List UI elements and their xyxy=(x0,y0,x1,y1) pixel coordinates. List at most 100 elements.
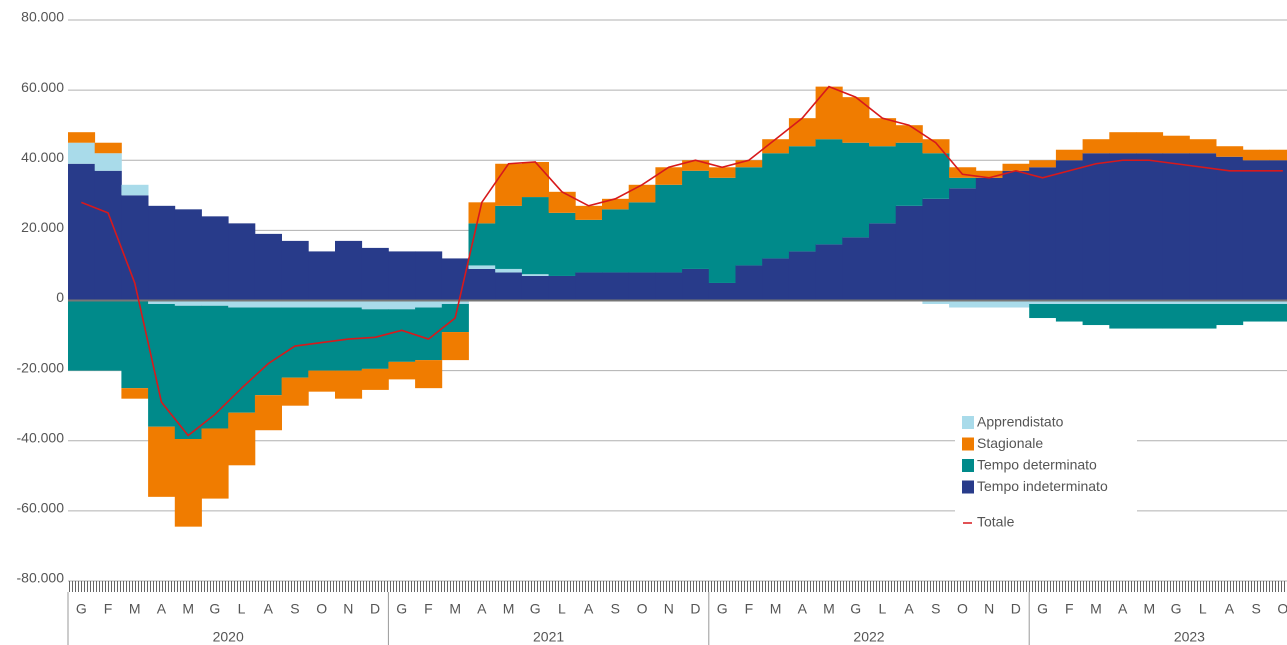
bar xyxy=(1055,160,1083,301)
bar xyxy=(1029,300,1057,305)
bar xyxy=(148,304,176,427)
bar xyxy=(361,309,389,369)
x-tick-label: O xyxy=(637,601,648,617)
legend: Apprendistato Stagionale Tempo determinato… xyxy=(955,412,1137,537)
bar xyxy=(68,163,96,301)
y-tick-label: -80.000 xyxy=(17,570,65,586)
bar xyxy=(1082,139,1110,154)
bar xyxy=(1162,304,1190,329)
x-tick-label: S xyxy=(1251,601,1260,617)
bar xyxy=(842,237,870,301)
bar xyxy=(308,370,336,392)
x-tick-label: M xyxy=(823,601,835,617)
x-tick-label: D xyxy=(370,601,380,617)
y-tick-label: -20.000 xyxy=(17,359,65,375)
bar xyxy=(575,219,603,273)
bar xyxy=(1189,153,1217,301)
bar xyxy=(495,163,523,206)
bar xyxy=(521,274,549,276)
bar xyxy=(1109,304,1137,329)
x-axis: -80.000 -60.000 -40.000 -20.000 0 20.000 40.00… xyxy=(17,9,1287,645)
x-tick-label: M xyxy=(449,601,461,617)
bar xyxy=(468,265,496,269)
legend-label: Totale xyxy=(977,514,1015,530)
bar xyxy=(94,142,122,154)
y-tick-label: 20.000 xyxy=(21,219,64,235)
bar xyxy=(708,177,736,283)
x-tick-label: L xyxy=(238,601,246,617)
bar xyxy=(94,300,122,371)
bar xyxy=(361,300,389,310)
bar xyxy=(281,377,309,406)
x-tick-label: G xyxy=(76,601,87,617)
bar xyxy=(1269,149,1287,161)
bar xyxy=(228,412,256,466)
bar xyxy=(388,309,416,362)
bar xyxy=(441,300,469,305)
bar xyxy=(735,167,763,266)
bar xyxy=(922,198,950,301)
bar xyxy=(1136,300,1164,305)
bar xyxy=(441,332,469,361)
bar xyxy=(521,162,549,198)
bar xyxy=(1055,149,1083,161)
bar xyxy=(68,300,96,371)
x-tick-label: G xyxy=(530,601,541,617)
bar xyxy=(1082,300,1110,305)
x-tick-label: S xyxy=(290,601,299,617)
x-tick-label: D xyxy=(690,601,700,617)
bar xyxy=(388,251,416,301)
bar xyxy=(922,300,950,305)
bar xyxy=(388,361,416,380)
y-tick-label: -60.000 xyxy=(17,500,65,516)
bar xyxy=(1136,304,1164,329)
x-tick-label: G xyxy=(396,601,407,617)
x-tick-label: S xyxy=(611,601,620,617)
y-tick-label: 80.000 xyxy=(21,9,64,25)
x-tick-label: O xyxy=(1277,601,1287,617)
bar xyxy=(174,438,202,527)
legend-swatch xyxy=(962,416,974,429)
y-tick-label: 60.000 xyxy=(21,79,64,95)
x-tick-label: A xyxy=(477,601,487,617)
bar xyxy=(335,300,363,308)
bar xyxy=(1242,149,1270,161)
bar xyxy=(1162,153,1190,301)
bar xyxy=(281,240,309,301)
legend-swatch xyxy=(962,459,974,472)
bar xyxy=(254,300,282,308)
bar xyxy=(895,125,923,143)
bar xyxy=(922,139,950,154)
bar xyxy=(762,153,790,259)
bar xyxy=(1189,304,1217,329)
x-tick-label: M xyxy=(1144,601,1156,617)
bar xyxy=(1109,132,1137,154)
x-tick-label: A xyxy=(264,601,274,617)
bar xyxy=(548,212,576,276)
bar xyxy=(1082,153,1110,301)
bar xyxy=(174,300,202,306)
bar xyxy=(628,202,656,273)
bar xyxy=(228,223,256,301)
x-tick-label: L xyxy=(558,601,566,617)
bar xyxy=(174,209,202,301)
x-tick-label: A xyxy=(1225,601,1235,617)
bars xyxy=(68,86,1287,527)
y-tick-label: -40.000 xyxy=(17,429,65,445)
bar xyxy=(1002,300,1030,308)
bar xyxy=(415,251,443,301)
bar xyxy=(1216,304,1244,326)
bar xyxy=(174,305,202,439)
x-tick-label: F xyxy=(745,601,754,617)
bar xyxy=(682,268,710,301)
bar xyxy=(1109,300,1137,305)
bar xyxy=(949,300,977,308)
bar xyxy=(468,202,496,224)
bar xyxy=(949,177,977,189)
x-tick-label: D xyxy=(1011,601,1021,617)
bar xyxy=(762,139,790,154)
x-tick-label: N xyxy=(343,601,353,617)
bar xyxy=(254,395,282,431)
bar xyxy=(949,188,977,301)
